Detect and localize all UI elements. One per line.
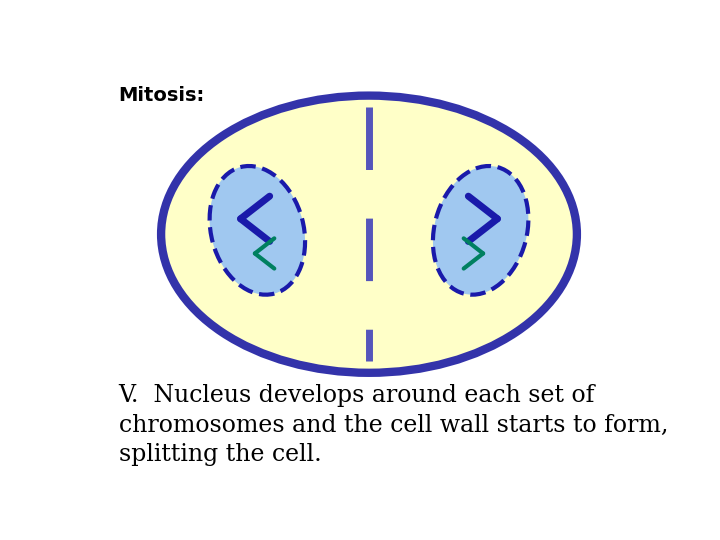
Text: Mitosis:: Mitosis: <box>119 86 205 105</box>
Text: V.  Nucleus develops around each set of
chromosomes and the cell wall starts to : V. Nucleus develops around each set of c… <box>119 384 668 466</box>
Ellipse shape <box>210 166 305 295</box>
Ellipse shape <box>433 166 528 295</box>
Ellipse shape <box>161 96 577 373</box>
